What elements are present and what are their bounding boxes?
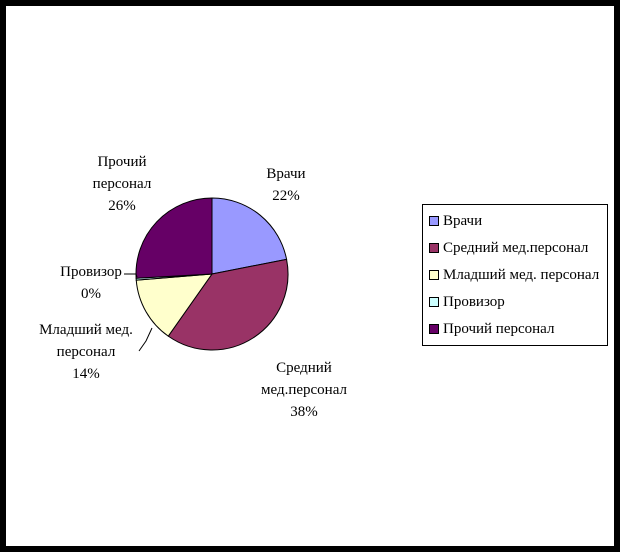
slice-percent-label: 14% <box>72 366 100 382</box>
slice-percent-label: 38% <box>290 404 318 420</box>
legend-item-sredniy: Средний мед.персонал <box>429 239 588 257</box>
pie-slice <box>211 197 288 275</box>
legend-swatch <box>429 297 439 307</box>
chart-area: Врачи 22% Средний мед.персонал 38% Младший ме… <box>6 6 614 546</box>
slice-category-label: персонал <box>57 344 116 360</box>
legend-swatch <box>429 270 439 280</box>
slice-category-label: Провизор <box>60 264 122 280</box>
slice-percent-label: 26% <box>108 198 136 214</box>
pie-slice <box>135 273 214 337</box>
slice-percent-label: 22% <box>272 188 300 204</box>
slice-percent-label: 0% <box>81 286 101 302</box>
slice-category-label: Средний <box>276 360 332 376</box>
legend-item-mladshiy: Младший мед. персонал <box>429 266 599 284</box>
pie-slice <box>135 197 213 279</box>
legend-label: Средний мед.персонал <box>443 239 589 256</box>
slice-category-label: мед.персонал <box>261 382 347 398</box>
slice-category-label: Врачи <box>266 166 305 182</box>
pie-slice <box>167 258 289 351</box>
legend-item-prochiy: Прочий персонал <box>429 320 554 338</box>
pie-chart: Врачи 22% Средний мед.персонал 38% Младший ме… <box>39 154 347 420</box>
slice-category-label: Прочий <box>97 154 146 170</box>
legend-label: Прочий персонал <box>443 320 555 337</box>
chart-legend: Врачи Средний мед.персонал Младший мед. … <box>422 204 608 346</box>
leader-line <box>138 327 153 352</box>
slice-category-label: персонал <box>93 176 152 192</box>
legend-item-provizor: Провизор <box>429 293 505 311</box>
legend-item-vrachi: Врачи <box>429 212 482 230</box>
slice-category-label: Младший мед. <box>39 322 133 338</box>
legend-swatch <box>429 243 439 253</box>
legend-label: Провизор <box>443 293 505 310</box>
legend-swatch <box>429 324 439 334</box>
legend-swatch <box>429 216 439 226</box>
leader-line <box>124 273 138 278</box>
legend-label: Врачи <box>443 212 483 229</box>
legend-label: Младший мед. персонал <box>443 266 600 283</box>
